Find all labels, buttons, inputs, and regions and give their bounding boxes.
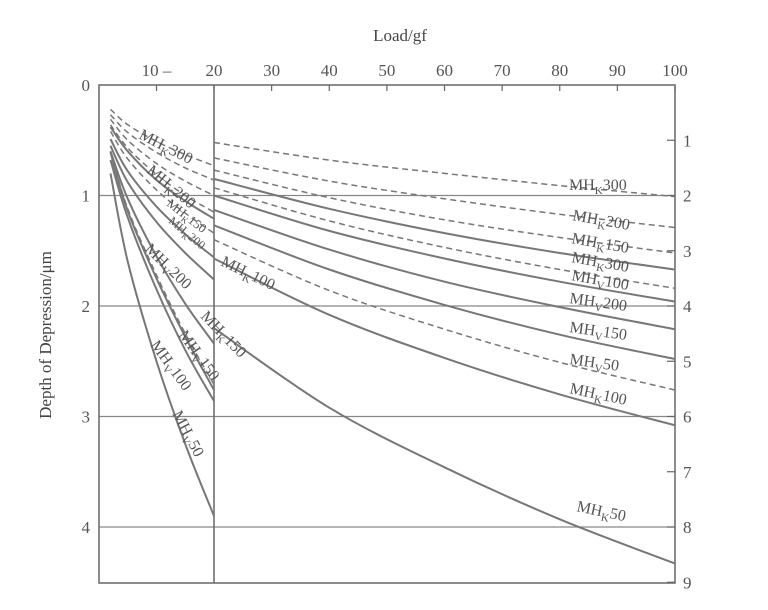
- curve-series: [109, 108, 676, 565]
- x-tick-label-100: 100: [662, 61, 688, 80]
- x-tick-label-20: 20: [206, 61, 223, 80]
- x-tick-label-40: 40: [321, 61, 338, 80]
- right-series-mhv150-solid-7: [213, 224, 676, 360]
- right-series-mhv100-dashed-4: [213, 187, 676, 290]
- curve-label-mhk50-right: MHK50: [575, 498, 628, 528]
- curve-label-mhk100-right: MHK100: [568, 380, 629, 412]
- left-series-mhk150-dashed-2: [109, 118, 215, 197]
- x-tick-label-30: 30: [263, 61, 280, 80]
- y-right-tick-label-9: 9: [683, 573, 692, 592]
- y-right-tick-label-5: 5: [683, 352, 692, 371]
- right-series-mhv50-dashed-8: [213, 239, 676, 391]
- x-tick-label-80: 80: [551, 61, 568, 80]
- curve-label-mhk300-right2: MHK300: [570, 249, 630, 279]
- curve-label-mhv100-right: MHV100: [570, 267, 630, 297]
- x-tick-label-10: 10 –: [142, 61, 172, 80]
- y-right-tick-label-1: 1: [683, 131, 692, 150]
- left-y-axis-ticks: 0 1 2 3 4: [82, 76, 91, 537]
- right-series-mhv200-solid-6: [213, 208, 676, 331]
- left-series-mhv150-solid-9: [109, 152, 215, 391]
- right-series-mhk300-dashed-0: [213, 141, 676, 198]
- right-series-mhk200-solid-5: [213, 194, 676, 303]
- y-left-tick-label-0: 0: [82, 76, 91, 95]
- curve-label-mhv200-right: MHV200: [568, 290, 628, 318]
- y-right-tick-label-7: 7: [683, 463, 692, 482]
- right-series-mhk300-solid-3: [213, 177, 676, 271]
- y-left-tick-label-3: 3: [82, 408, 91, 427]
- left-series-mhk150-solid-7: [109, 145, 215, 281]
- left-series-mhv50-solid-12: [109, 173, 215, 517]
- curve-label-mhv50-left: MHV50: [166, 408, 207, 461]
- y-right-tick-label-6: 6: [683, 408, 692, 427]
- curve-label-mhv150-right: MHV150: [568, 319, 628, 347]
- curve-label-mhv50-right: MHV50: [568, 351, 620, 378]
- right-series-mhk100-solid-9: [213, 257, 676, 427]
- y-left-tick-label-4: 4: [82, 518, 91, 537]
- y-right-tick-label-2: 2: [683, 187, 692, 206]
- left-series-mhk200-dashed-1: [109, 114, 215, 181]
- y-left-tick-label-2: 2: [82, 297, 91, 316]
- right-series-mhk150-dashed-2: [213, 169, 676, 254]
- curve-label-mhk150-mid: MHK150: [195, 308, 249, 363]
- y-left-tick-label-1: 1: [82, 187, 91, 206]
- x-tick-label-90: 90: [609, 61, 626, 80]
- y-right-tick-label-3: 3: [683, 242, 692, 261]
- left-series-mhk100-solid-4: [109, 126, 215, 220]
- y-right-tick-label-4: 4: [683, 297, 692, 316]
- curve-label-mhk150-right: MHK150: [570, 230, 630, 260]
- left-series-mhv200-solid-6: [109, 138, 215, 259]
- x-axis-ticks: 10 – 20 30 40 50 60 70 80 90 100: [142, 61, 688, 91]
- curve-label-mhk300-right: MHK300: [569, 177, 627, 197]
- left-series-mhk200-dashed-3: [109, 124, 215, 213]
- y-right-tick-label-8: 8: [683, 518, 692, 537]
- curve-label-mhk100-mid: MHK100: [217, 253, 278, 296]
- left-series-mhv200-dashed-5: [109, 131, 215, 234]
- x-tick-label-70: 70: [494, 61, 511, 80]
- right-series-mhk200-dashed-1: [213, 157, 676, 229]
- x-tick-label-50: 50: [378, 61, 395, 80]
- right-series-mhk50-solid-10: [213, 327, 676, 565]
- left-series-mhv100-solid-11: [109, 159, 215, 402]
- x-tick-label-60: 60: [436, 61, 453, 80]
- right-y-axis-ticks: 1 2 3 4 5 6 7 8 9: [667, 131, 692, 592]
- left-series-mhk50-solid-10: [109, 150, 215, 345]
- left-series-mhk300-dashed-0: [109, 108, 215, 167]
- y-axis-title: Depth of Depression/μm: [36, 251, 55, 419]
- curve-label-mhk200-right: MHK200: [571, 207, 631, 237]
- x-axis-title: Load/gf: [373, 26, 427, 45]
